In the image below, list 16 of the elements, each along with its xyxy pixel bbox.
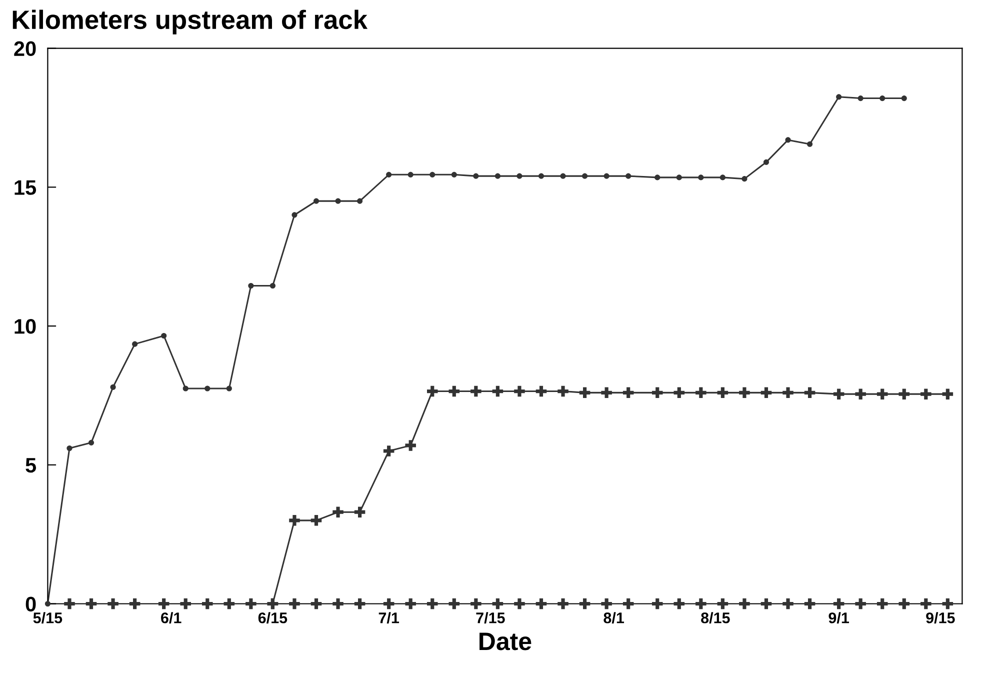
x-tick-label: 9/1: [828, 612, 850, 624]
x-tick-label: 6/1: [161, 612, 182, 624]
y-tick-label: 20: [14, 41, 36, 56]
x-tick-label: 7/15: [476, 612, 505, 624]
x-tick-label: 5/15: [33, 612, 62, 624]
x-tick-label: 7/1: [378, 612, 400, 624]
x-axis-title: Date: [480, 632, 532, 650]
chart-title: Kilometers upstream of rack: [12, 10, 368, 34]
y-tick-label: 15: [14, 180, 36, 195]
y-tick-label: 0: [26, 596, 36, 612]
x-tick-label: 6/15: [258, 612, 288, 624]
y-tick-label: 10: [14, 319, 36, 334]
x-tick-label: 9/15: [926, 612, 955, 624]
y-tick-label: 5: [26, 458, 36, 473]
x-tick-label: 8/15: [701, 612, 730, 624]
x-tick-label: 8/1: [604, 612, 624, 624]
